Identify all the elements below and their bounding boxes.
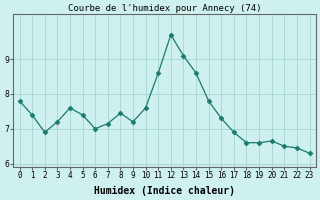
X-axis label: Humidex (Indice chaleur): Humidex (Indice chaleur) xyxy=(94,186,235,196)
Title: Courbe de l'humidex pour Annecy (74): Courbe de l'humidex pour Annecy (74) xyxy=(68,4,261,13)
